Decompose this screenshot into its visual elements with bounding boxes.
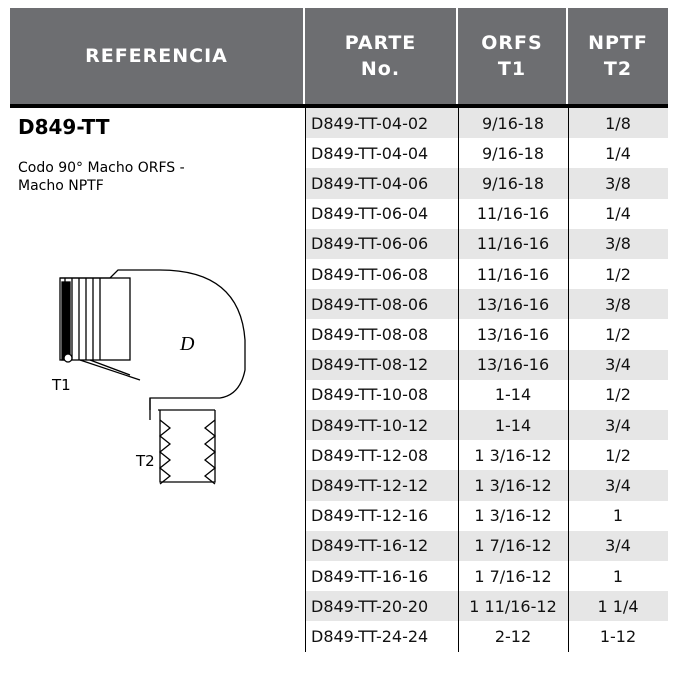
cell: D849-TT-08-08 (311, 324, 429, 344)
cell: 1 (612, 566, 624, 586)
cell: D849-TT-10-08 (311, 385, 429, 405)
cell: 3/4 (605, 536, 631, 556)
header-line: T2 (603, 58, 633, 80)
cell: 13/16-16 (476, 294, 550, 314)
cell: 1/4 (605, 143, 631, 163)
cell: D849-TT-20-20 (311, 596, 429, 616)
reference-code: D849-TT (18, 115, 110, 139)
cell: D849-TT-16-16 (311, 566, 429, 586)
header-line: REFERENCIA (85, 45, 228, 67)
cell: D849-TT-06-06 (311, 234, 429, 254)
cell: 1-12 (599, 626, 637, 646)
cell: 3/8 (605, 294, 631, 314)
cell: D849-TT-06-04 (311, 204, 429, 224)
cell: D849-TT-12-08 (311, 445, 429, 465)
column-header: NPTF T2 (568, 8, 668, 104)
cell: D849-TT-04-04 (311, 143, 429, 163)
cell: 3/4 (605, 415, 631, 435)
row-shade (306, 228, 668, 259)
description: Codo 90° Macho ORFS - (18, 160, 185, 176)
fitting-drawing: D (59, 269, 246, 485)
cell: 13/16-16 (476, 355, 550, 375)
cell: 1 (612, 506, 624, 526)
cell: 1 7/16-12 (474, 566, 552, 586)
column-header: PARTE No. (305, 8, 456, 104)
header-rule (10, 104, 668, 108)
cell: D849-TT-24-24 (311, 626, 429, 646)
column-header: ORFS T1 (458, 8, 566, 104)
header-line: No. (360, 58, 401, 80)
cell: 2-12 (494, 626, 532, 646)
cell: 1 7/16-12 (474, 536, 552, 556)
cell: D849-TT-08-12 (311, 355, 429, 375)
cell: 3/8 (605, 234, 631, 254)
row-shade (306, 349, 668, 380)
column-rule (568, 108, 569, 652)
description: Macho NPTF (18, 178, 104, 194)
cell: D849-TT-08-06 (311, 294, 429, 314)
row-shade (306, 530, 668, 561)
header-line: ORFS (481, 32, 543, 54)
cell: 1 3/16-12 (474, 506, 552, 526)
cell: 3/4 (605, 475, 631, 495)
cell: D849-TT-04-06 (311, 173, 429, 193)
header-line: PARTE (344, 32, 417, 54)
row-shade (306, 168, 668, 199)
cell: 1 3/16-12 (474, 475, 552, 495)
cell: 1/2 (605, 264, 631, 284)
t2-label: T2 (136, 452, 155, 470)
cell: 9/16-18 (481, 143, 545, 163)
cell: D849-TT-10-12 (311, 415, 429, 435)
cell: 13/16-16 (476, 324, 550, 344)
row-shade (306, 108, 668, 139)
cell: 11/16-16 (476, 264, 550, 284)
column-header: REFERENCIA (10, 8, 303, 104)
cell: 1 11/16-12 (469, 596, 557, 616)
row-shade (306, 591, 668, 622)
row-shade (306, 470, 668, 501)
cell: D849-TT-06-08 (311, 264, 429, 284)
cell: 9/16-18 (481, 113, 545, 133)
cell: 11/16-16 (476, 204, 550, 224)
column-rule (458, 108, 459, 652)
cell: 3/8 (605, 173, 631, 193)
header-line: T1 (497, 58, 527, 80)
cell: 1/4 (605, 204, 631, 224)
cell: 1-14 (494, 415, 532, 435)
column-rule (305, 108, 306, 652)
cell: 1/2 (605, 385, 631, 405)
cell: D849-TT-04-02 (311, 113, 429, 133)
cell: D849-TT-16-12 (311, 536, 429, 556)
cell: 1/2 (605, 324, 631, 344)
cell: 1 3/16-12 (474, 445, 552, 465)
cell: 3/4 (605, 355, 631, 375)
cell: 1-14 (494, 385, 532, 405)
cell: D849-TT-12-12 (311, 475, 429, 495)
cell: 1/2 (605, 445, 631, 465)
t1-label: T1 (52, 376, 71, 394)
row-shade (306, 410, 668, 441)
header-line: NPTF (588, 32, 648, 54)
svg-text:D: D (179, 333, 195, 355)
row-shade (306, 289, 668, 320)
cell: 1 1/4 (597, 596, 639, 616)
cell: D849-TT-12-16 (311, 506, 429, 526)
cell: 11/16-16 (476, 234, 550, 254)
cell: 1/8 (605, 113, 631, 133)
cell: 9/16-18 (481, 173, 545, 193)
